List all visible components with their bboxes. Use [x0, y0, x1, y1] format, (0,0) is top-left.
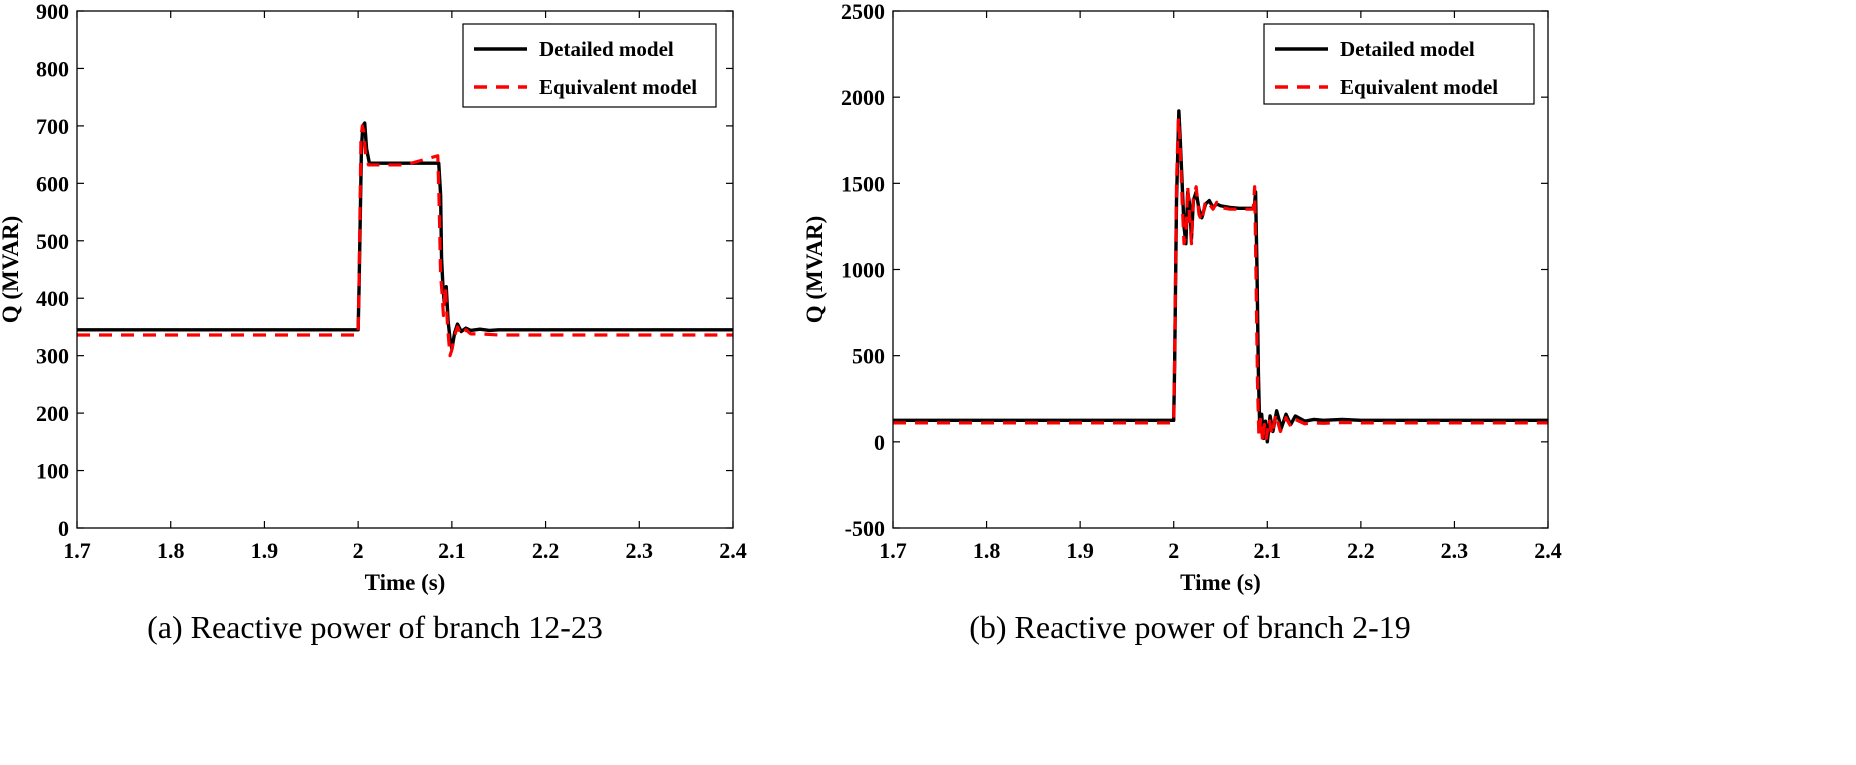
legend-label-equivalent: Equivalent model	[1340, 75, 1498, 99]
x-tick-label: 1.9	[1066, 538, 1094, 563]
series-line-detailed	[893, 109, 1548, 444]
x-tick-label: 2.3	[1441, 538, 1469, 563]
x-tick-label: 2	[1168, 538, 1179, 563]
panel-a: 1.7 1.8 1.9 2 2.1 2.2 2.3 2.4 0 100 200 300 400 500 60…	[0, 0, 747, 645]
x-tick-label: 2.3	[626, 538, 654, 563]
x-tick-label: 1.7	[879, 538, 907, 563]
y-tick-label: 800	[36, 56, 69, 81]
y-tick-label: 400	[36, 286, 69, 311]
y-tick-label: 200	[36, 401, 69, 426]
series-line-equivalent	[893, 116, 1548, 444]
series-line-detailed	[77, 121, 733, 351]
panel-b: 1.7 1.8 1.9 2 2.1 2.2 2.3 2.4 -500 0 500 1000 1500 20…	[802, 0, 1562, 645]
y-tick-label: 700	[36, 114, 69, 139]
figure-caption: (b) Reactive power of branch 2-19	[969, 609, 1411, 645]
y-tick-label: 600	[36, 171, 69, 196]
legend-label-detailed: Detailed model	[539, 37, 674, 61]
x-axis-label: Time (s)	[365, 570, 446, 595]
x-tick-label: 1.9	[251, 538, 279, 563]
y-tick-label: -500	[845, 516, 885, 541]
x-tick-label: 2.1	[1254, 538, 1282, 563]
y-tick-label: 900	[36, 0, 69, 24]
x-tick-label: 2	[353, 538, 364, 563]
legend-label-detailed: Detailed model	[1340, 37, 1475, 61]
y-tick-label: 500	[36, 229, 69, 254]
x-tick-label: 1.8	[973, 538, 1001, 563]
series-line-equivalent	[77, 124, 733, 358]
x-tick-label: 2.1	[438, 538, 466, 563]
x-tick-label: 2.2	[1347, 538, 1375, 563]
legend-box	[462, 23, 717, 108]
y-tick-label: 2500	[841, 0, 885, 24]
plot-frame	[76, 10, 734, 529]
x-tick-label: 2.2	[532, 538, 560, 563]
y-tick-label: 100	[36, 459, 69, 484]
x-tick-label: 2.4	[1534, 538, 1562, 563]
y-axis-label: Q (MVAR)	[802, 216, 827, 324]
y-tick-label: 500	[852, 344, 885, 369]
x-tick-label: 2.4	[719, 538, 747, 563]
y-tick-label: 0	[58, 516, 69, 541]
x-axis-label: Time (s)	[1180, 570, 1261, 595]
x-tick-label: 1.8	[157, 538, 185, 563]
y-tick-label: 300	[36, 344, 69, 369]
legend-label-equivalent: Equivalent model	[539, 75, 697, 99]
y-tick-label: 1500	[841, 171, 885, 196]
y-tick-label: 1000	[841, 258, 885, 283]
legend-box	[1263, 23, 1535, 105]
y-tick-label: 0	[874, 430, 885, 455]
y-tick-label: 2000	[841, 85, 885, 110]
y-axis-label: Q (MVAR)	[0, 216, 23, 324]
x-tick-label: 1.7	[63, 538, 91, 563]
figure-caption: (a) Reactive power of branch 12-23	[147, 609, 603, 645]
